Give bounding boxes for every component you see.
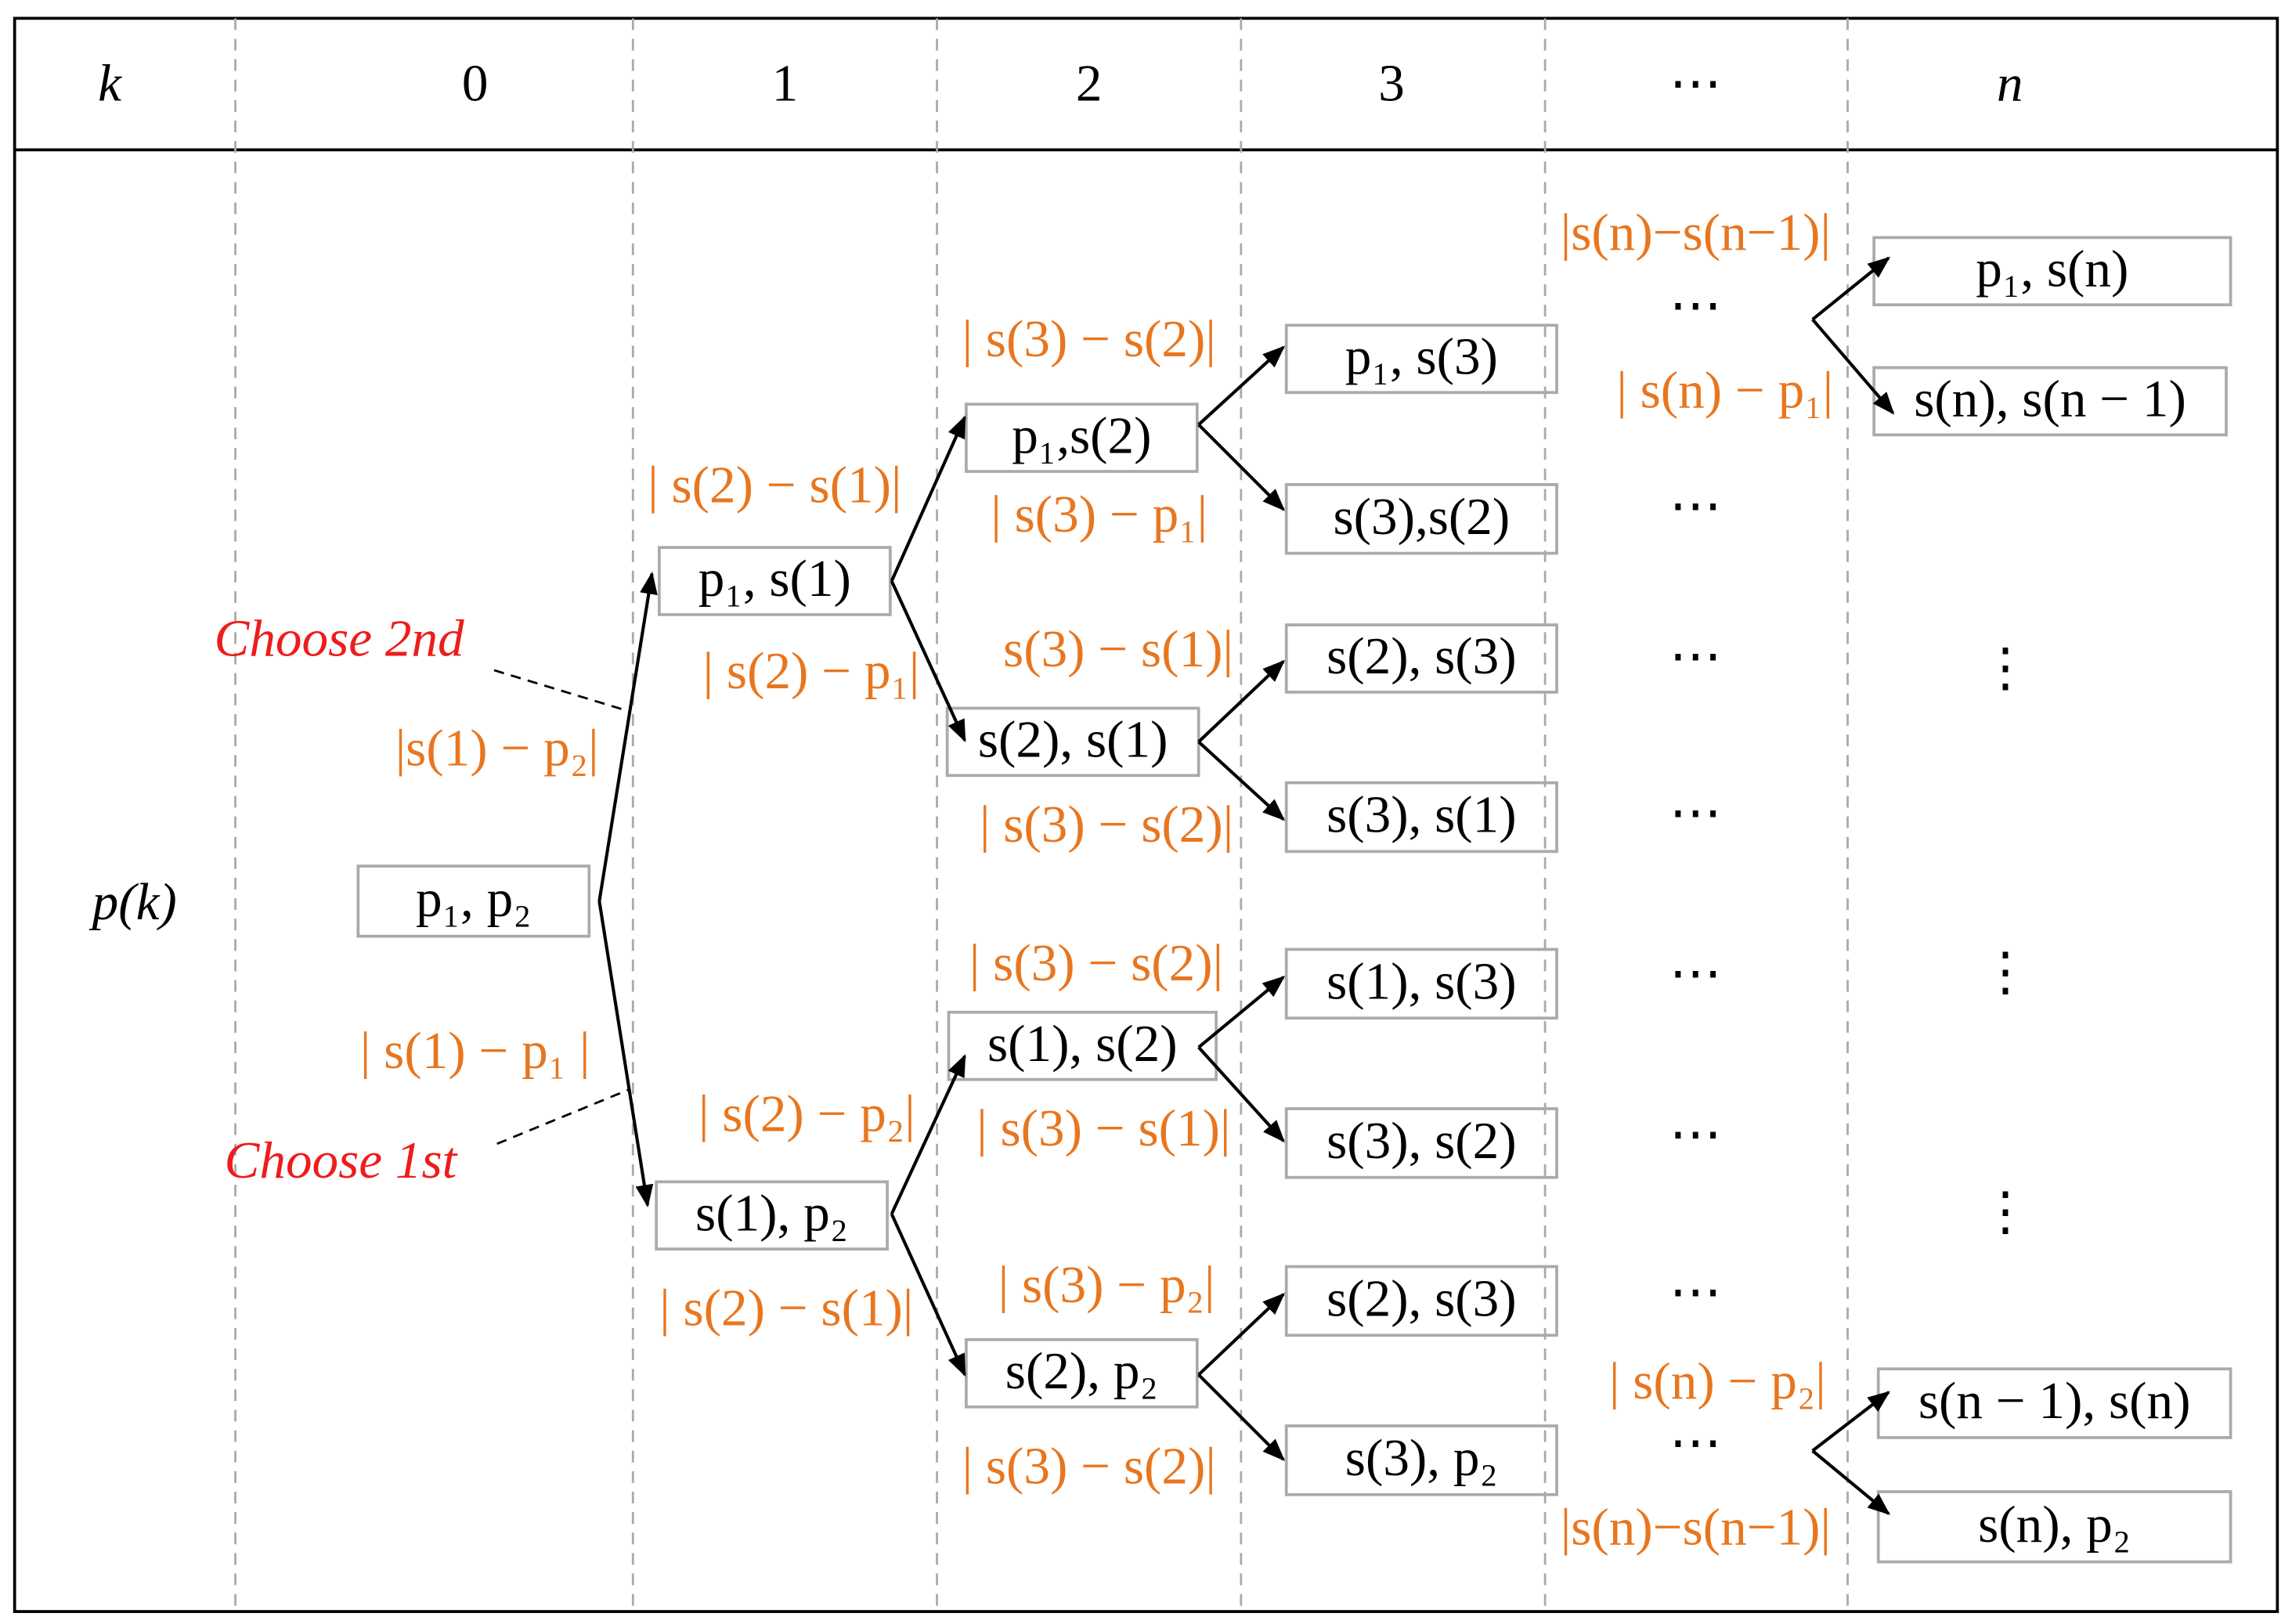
node-label: p₁, s(n) <box>1976 239 2128 298</box>
header-cell: k <box>98 53 122 112</box>
arrow <box>1811 318 1895 415</box>
header-cell: ⋯ <box>1669 53 1722 112</box>
row-label: p(k) <box>89 872 177 931</box>
ellipsis: ⋯ <box>1669 1105 1722 1164</box>
arrow <box>1197 345 1286 426</box>
arrow <box>890 415 966 582</box>
node-label: s(3), p₂ <box>1345 1428 1498 1487</box>
edge-label: | s(3) − s(1)| <box>976 1099 1230 1157</box>
edge-label: | s(3) − s(2)| <box>980 795 1233 854</box>
ellipsis: ⋯ <box>1669 476 1722 535</box>
arrow <box>1197 1046 1285 1143</box>
node-box <box>965 1338 1199 1409</box>
arrow <box>597 571 658 902</box>
node-box <box>1284 947 1558 1020</box>
header-cell: 1 <box>772 53 799 112</box>
edge-label: | s(3) − p₂| <box>998 1255 1215 1314</box>
annotation: Choose 2nd <box>215 609 465 668</box>
arrow <box>1811 256 1891 321</box>
edge-label: |s(1) − p₂| <box>395 719 599 778</box>
annotation: Choose 1st <box>225 1131 459 1189</box>
edge-label: | s(3) − s(2)| <box>969 933 1223 992</box>
node-box <box>1284 482 1558 555</box>
header-cell: 3 <box>1378 53 1405 112</box>
ellipsis: ⋮ <box>1980 1182 2032 1241</box>
arrow <box>1197 1293 1286 1377</box>
node-label: p₁,s(2) <box>1012 406 1151 464</box>
node-label: s(3), s(2) <box>1326 1111 1517 1170</box>
header-cell: 2 <box>1076 53 1103 112</box>
edge-label: | s(2) − p₁| <box>703 641 920 700</box>
node-label: s(2), s(3) <box>1326 626 1517 685</box>
node-box <box>1284 623 1558 694</box>
annotation-leaders <box>493 669 630 1146</box>
node-box <box>965 402 1199 473</box>
edge-label: |s(n)−s(n−1)| <box>1561 1498 1831 1557</box>
arrow <box>1197 976 1286 1049</box>
node-label: s(2), s(1) <box>978 710 1168 769</box>
ellipsis: ⋯ <box>1669 626 1722 685</box>
arrow <box>597 900 654 1207</box>
edge-label: | s(2) − s(1)| <box>659 1279 913 1337</box>
node-box <box>947 1010 1218 1081</box>
edge-label: | s(3) − s(2)| <box>962 1436 1216 1495</box>
node-box <box>655 1180 889 1251</box>
node-label: s(n), p₂ <box>1978 1495 2131 1554</box>
ellipsis: ⋮ <box>1980 942 2032 1001</box>
ellipsis: ⋯ <box>1669 276 1722 334</box>
edge-label: |s(n)−s(n−1)| <box>1561 203 1831 262</box>
ellipsis: ⋯ <box>1669 1413 1722 1471</box>
arrow <box>1811 1449 1891 1515</box>
edge-label: s(3) − s(1)| <box>1003 619 1233 678</box>
edge-label: | s(3) − p₁| <box>991 485 1207 543</box>
node-box <box>356 864 591 938</box>
node-box <box>1284 323 1558 395</box>
arrow <box>1197 423 1286 511</box>
arrow <box>1197 1373 1286 1461</box>
node-label: s(n − 1), s(n) <box>1918 1371 2191 1430</box>
table-border <box>13 16 2279 1613</box>
edge-label: | s(2) − s(1)| <box>648 456 901 514</box>
node-box <box>1284 1107 1558 1179</box>
ellipsis: ⋯ <box>1669 783 1722 842</box>
ellipsis: ⋮ <box>1980 638 2032 697</box>
edge-label: | s(n) − p₁| <box>1616 360 1833 419</box>
node-label: p₁, p₂ <box>416 869 532 928</box>
arrow <box>890 1213 966 1377</box>
node-box <box>1284 1424 1558 1496</box>
edge-label: | s(n) − p₂| <box>1609 1352 1826 1410</box>
arrow <box>890 580 966 743</box>
node-label: s(2), s(3) <box>1326 1269 1517 1328</box>
node-box <box>658 546 892 616</box>
node-label: s(2), p₂ <box>1005 1341 1158 1400</box>
arrow <box>1811 1391 1891 1453</box>
header-cell: n <box>1997 53 2023 112</box>
node-label: s(1), p₂ <box>695 1183 848 1242</box>
arrow <box>1197 740 1286 821</box>
arrow <box>1197 659 1286 743</box>
edge-label: | s(3) − s(2)| <box>962 309 1216 368</box>
header-cell: 0 <box>462 53 489 112</box>
edge-label: | s(2) − p₂| <box>698 1084 915 1142</box>
arrow <box>890 1054 966 1215</box>
node-label: p₁, s(1) <box>698 549 851 608</box>
node-label: s(1), s(3) <box>1326 951 1517 1010</box>
ellipsis: ⋯ <box>1669 944 1722 1002</box>
node-box <box>1284 781 1558 854</box>
node-label: p₁, s(3) <box>1345 327 1498 385</box>
node-box <box>1284 1265 1558 1337</box>
node-label: s(3),s(2) <box>1333 487 1510 546</box>
node-label: s(n), s(n − 1) <box>1914 370 2186 428</box>
node-box <box>1876 1490 2232 1564</box>
edge-label: | s(1) − p₁ | <box>360 1021 590 1080</box>
node-label: s(1), s(2) <box>987 1014 1178 1073</box>
node-label: s(3), s(1) <box>1326 785 1517 844</box>
ellipsis: ⋯ <box>1669 1262 1722 1321</box>
